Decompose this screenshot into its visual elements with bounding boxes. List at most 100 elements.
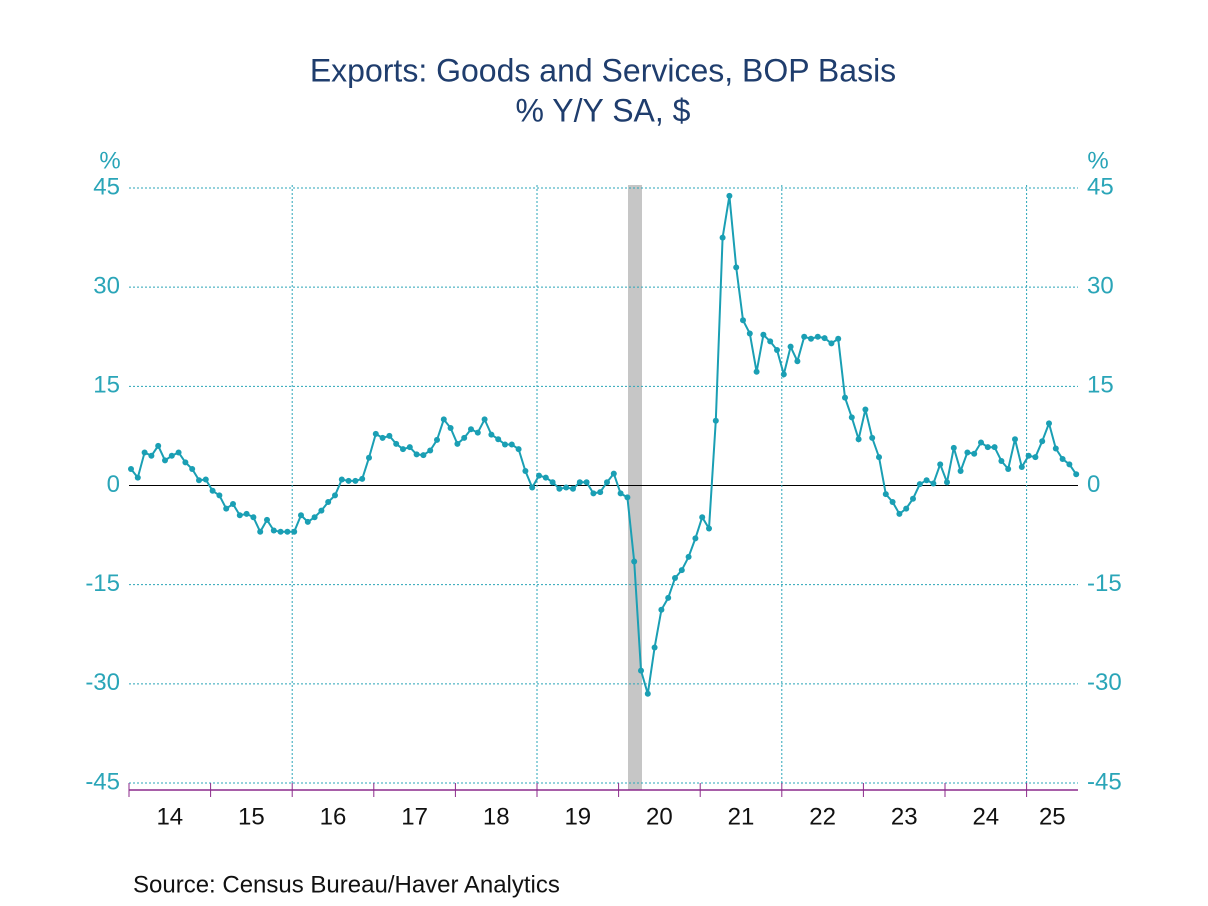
x-tick-label: 25 (1039, 803, 1066, 830)
data-point (549, 479, 556, 486)
data-point (311, 514, 318, 521)
data-point (835, 335, 842, 342)
data-point (284, 528, 291, 535)
data-point (556, 485, 563, 492)
data-point (366, 454, 372, 461)
data-point (604, 479, 610, 486)
data-point (338, 476, 345, 483)
data-point (189, 465, 196, 472)
data-point (325, 499, 332, 506)
data-point (719, 234, 726, 241)
data-point (855, 436, 862, 443)
data-point (624, 494, 631, 501)
x-tick-label: 23 (891, 803, 918, 830)
data-point (787, 343, 794, 350)
y-tick-label: 30 (93, 273, 120, 300)
data-point (332, 492, 338, 499)
data-point (862, 406, 869, 413)
data-point (631, 558, 638, 565)
data-point (740, 317, 746, 324)
data-point (529, 484, 536, 491)
data-point (481, 416, 488, 423)
data-point (726, 192, 733, 199)
data-point (930, 480, 937, 487)
data-point (944, 479, 950, 486)
source-note: Source: Census Bureau/Haver Analytics (133, 871, 560, 898)
data-point (821, 335, 828, 342)
data-point (563, 484, 570, 491)
data-point (345, 477, 352, 484)
data-point (372, 430, 379, 437)
data-point (216, 492, 223, 499)
data-point (733, 264, 740, 271)
data-point (488, 431, 495, 438)
data-point (318, 507, 325, 514)
data-point (617, 490, 624, 497)
data-point (175, 449, 182, 456)
x-tick-label: 21 (728, 803, 755, 830)
data-point (536, 472, 542, 479)
recession-shade (628, 185, 642, 790)
data-point (808, 335, 814, 342)
data-point (393, 440, 400, 447)
data-point (474, 429, 481, 436)
data-point (651, 644, 658, 651)
data-point (243, 510, 250, 517)
data-point (665, 594, 672, 601)
data-point (502, 441, 508, 448)
y-tick-label-right: -30 (1087, 669, 1122, 696)
data-point (950, 444, 957, 451)
data-point (277, 528, 284, 535)
y-tick-label-right: 30 (1087, 273, 1114, 300)
data-point (1012, 436, 1018, 443)
x-tick-label: 16 (320, 803, 347, 830)
data-point (570, 485, 576, 492)
data-point (869, 434, 876, 441)
data-point (998, 458, 1005, 465)
data-point (202, 476, 209, 483)
data-point (304, 518, 311, 525)
data-point (250, 514, 257, 521)
x-tick-label: 18 (483, 803, 510, 830)
data-point (270, 527, 277, 534)
data-point (230, 501, 236, 508)
data-point (971, 450, 978, 457)
data-point (774, 346, 780, 353)
data-point (916, 481, 923, 488)
data-point (712, 417, 719, 424)
data-point (828, 340, 835, 347)
y-unit-right: % (1087, 147, 1108, 174)
data-point (406, 444, 413, 451)
y-tick-label: 15 (93, 372, 120, 399)
data-point (1066, 461, 1073, 468)
x-tick-label: 14 (156, 803, 183, 830)
x-tick-label: 20 (646, 803, 673, 830)
data-point (400, 446, 406, 453)
x-tick-label: 19 (564, 803, 591, 830)
data-point (576, 479, 583, 486)
y-tick-label: 45 (93, 173, 120, 200)
data-point (876, 454, 882, 461)
chart-title: Exports: Goods and Services, BOP Basis (310, 52, 896, 88)
y-tick-label: 0 (107, 471, 120, 498)
y-tick-label: -15 (85, 570, 120, 597)
data-point (706, 525, 712, 532)
data-point (801, 333, 808, 340)
x-tick-label: 15 (238, 803, 265, 830)
x-tick-label: 22 (809, 803, 836, 830)
data-point (1052, 445, 1059, 452)
data-point (522, 467, 529, 474)
y-tick-label-right: -15 (1087, 570, 1122, 597)
y-tick-label-right: 15 (1087, 372, 1114, 399)
data-point (162, 457, 168, 464)
data-point (699, 514, 706, 521)
data-point (209, 487, 216, 494)
data-point (842, 394, 848, 401)
data-point (760, 331, 767, 338)
data-point (1073, 471, 1080, 478)
data-point (658, 606, 665, 613)
data-point (495, 436, 502, 443)
data-point (903, 505, 910, 512)
